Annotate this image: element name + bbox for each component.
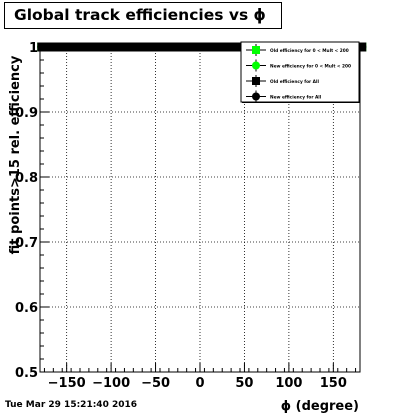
y-axis-title: fit points>15 rel. efficiency <box>8 55 23 254</box>
legend-label: Old efficiency for All <box>270 79 319 85</box>
y-tick-label: 0.7 <box>15 236 38 251</box>
data-point <box>215 42 225 52</box>
x-tick-label: −50 <box>141 376 170 391</box>
data-point <box>101 42 111 52</box>
x-tick-label: 150 <box>320 376 347 391</box>
x-tick-label: −100 <box>92 376 130 391</box>
data-point <box>229 42 239 52</box>
x-tick-label: 0 <box>195 376 204 391</box>
legend-marker <box>252 92 260 101</box>
axes-layer: −150 −100 −50 0 50 100 150 0.5 0.6 0.7 0.8 0.9 1 <box>15 41 361 391</box>
data-point <box>94 42 104 52</box>
data-point <box>87 42 97 52</box>
data-point <box>37 42 47 52</box>
chart-title: Global track efficiencies vs ϕ <box>4 2 282 29</box>
x-axis-title: ϕ (degree) <box>281 399 359 414</box>
data-point <box>222 42 232 52</box>
data-point <box>179 42 189 52</box>
data-point <box>200 42 210 52</box>
data-point <box>58 42 68 52</box>
y-tick-label: 0.6 <box>15 301 38 316</box>
data-point <box>108 42 118 52</box>
data-point <box>193 42 203 52</box>
data-point <box>44 42 54 52</box>
data-point <box>51 42 61 52</box>
legend-label: New efficiency for All <box>270 95 322 101</box>
y-tick-label: 0.9 <box>15 106 38 121</box>
data-point <box>136 42 146 52</box>
legend-label: Old efficiency for 0 < Mult < 200 <box>270 48 349 54</box>
data-point <box>143 42 153 52</box>
x-tick-label: 100 <box>275 376 302 391</box>
legend-label: New efficiency for 0 < Mult < 200 <box>270 64 351 70</box>
y-tick-label: 0.5 <box>15 366 38 381</box>
legend-marker <box>252 77 260 85</box>
data-point <box>79 42 89 52</box>
x-tick-label: −150 <box>48 376 86 391</box>
data-point <box>72 42 82 52</box>
data-point <box>186 42 196 52</box>
data-point <box>165 42 175 52</box>
data-point <box>115 42 125 52</box>
y-tick-label: 1 <box>29 41 38 56</box>
x-tick-label: 50 <box>235 376 253 391</box>
legend-marker <box>252 46 260 54</box>
data-point <box>122 42 132 52</box>
data-point <box>129 42 139 52</box>
y-tick-label: 0.8 <box>15 171 38 186</box>
timestamp: Tue Mar 29 15:21:40 2016 <box>5 400 138 410</box>
data-point <box>158 42 168 52</box>
data-point <box>65 42 75 52</box>
data-point <box>151 42 161 52</box>
data-point <box>172 42 182 52</box>
legend-layer: Old efficiency for 0 < Mult < 200 New eff… <box>240 41 360 103</box>
data-point <box>207 42 217 52</box>
legend-marker <box>252 61 260 70</box>
legend-box <box>240 41 360 103</box>
